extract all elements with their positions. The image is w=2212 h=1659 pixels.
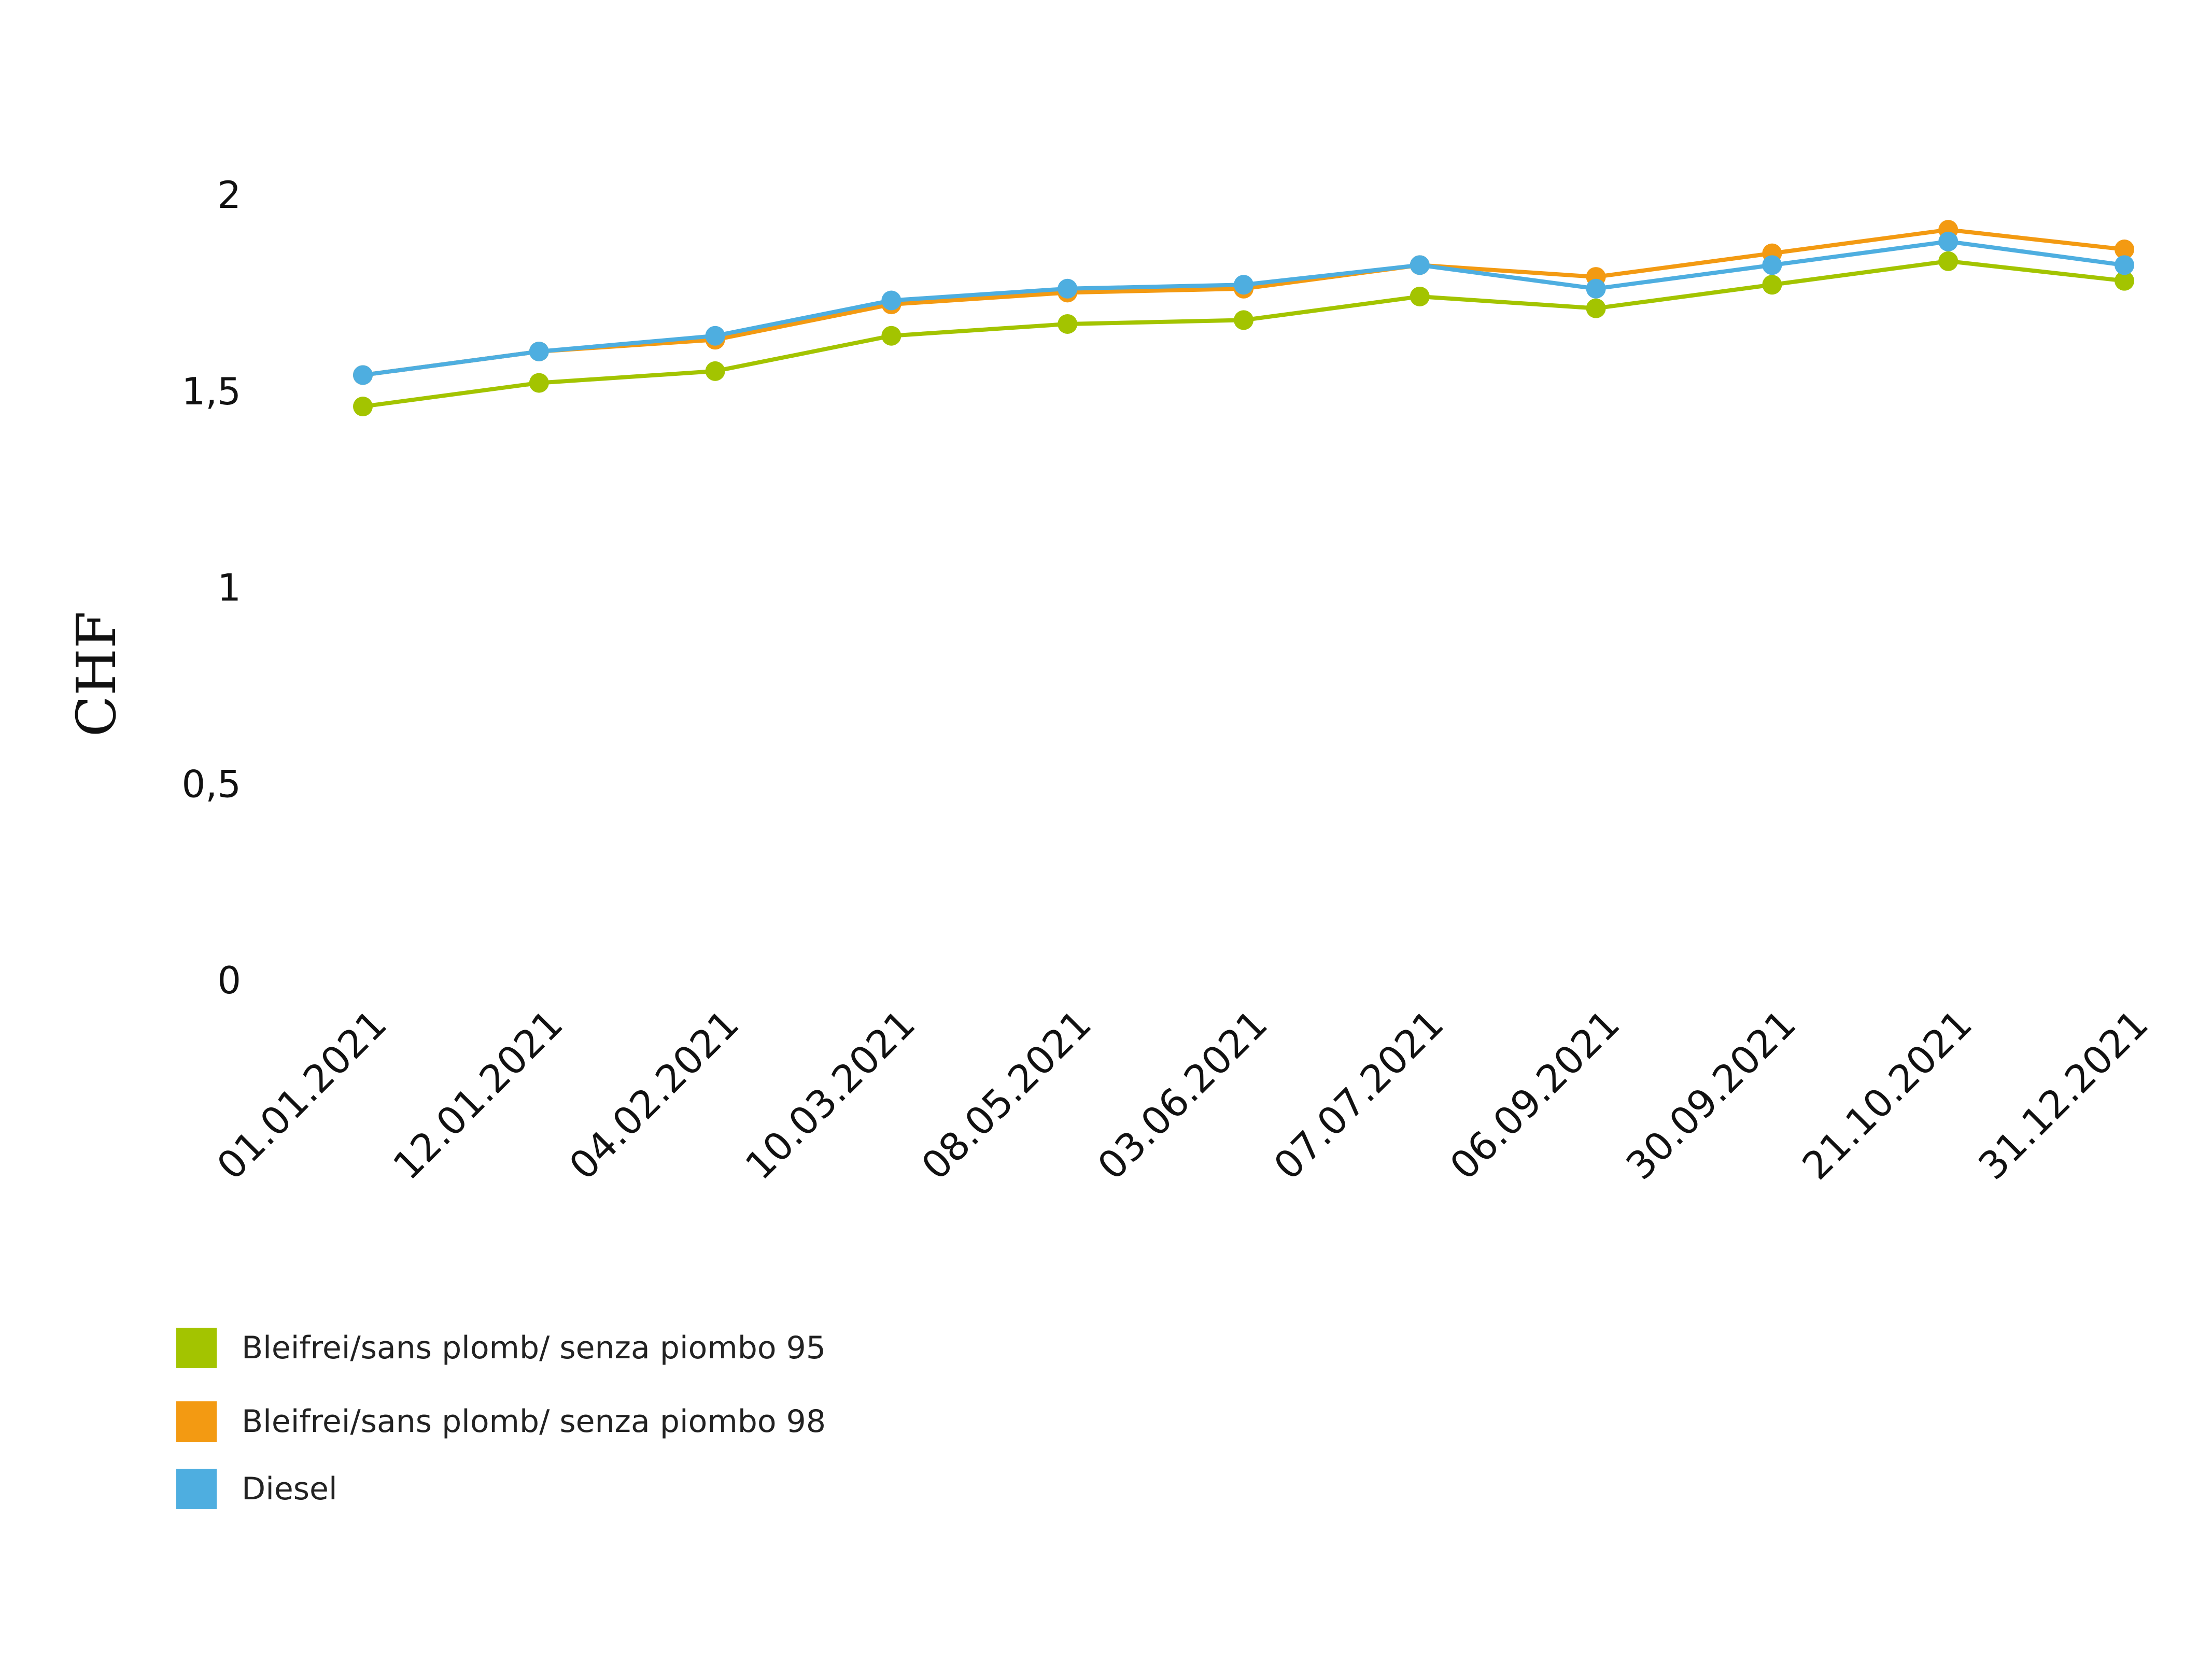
legend-swatch (176, 1469, 217, 1509)
x-tick-label: 21.10.2021 (1794, 1002, 1981, 1188)
data-point (1234, 275, 1253, 295)
series-1 (353, 251, 2134, 417)
data-point (2115, 240, 2134, 260)
data-point (1762, 275, 1782, 295)
series-group (353, 220, 2134, 417)
x-tick-label: 08.05.2021 (913, 1002, 1100, 1188)
data-point (1938, 251, 1959, 271)
x-tick-label: 07.07.2021 (1265, 1002, 1452, 1188)
x-tick-label: 03.06.2021 (1089, 1002, 1276, 1188)
legend-item: Bleifrei/sans plomb/ senza piombo 95 (176, 1319, 826, 1376)
x-tick-label: 12.01.2021 (385, 1002, 571, 1188)
data-point (1938, 231, 1959, 251)
legend-item: Diesel (176, 1460, 826, 1517)
legend-swatch (176, 1401, 217, 1442)
x-axis-ticks: 01.01.202112.01.202104.02.202110.03.2021… (208, 1002, 2157, 1188)
data-point (705, 361, 725, 381)
data-point (1234, 310, 1253, 330)
x-tick-label: 10.03.2021 (737, 1002, 924, 1188)
legend-label: Diesel (242, 1471, 337, 1507)
data-point (2115, 255, 2134, 275)
x-tick-label: 01.01.2021 (208, 1002, 395, 1188)
series-line (362, 239, 2125, 377)
data-point (529, 373, 549, 393)
y-axis-ticks: 0 0,5 1 1,5 2 (181, 173, 241, 1002)
series-3 (353, 231, 2134, 385)
data-point (1410, 255, 1430, 275)
data-point (881, 326, 901, 346)
y-tick-label: 0 (217, 959, 241, 1002)
data-point (1762, 255, 1782, 275)
data-point (529, 342, 549, 361)
data-point (705, 326, 725, 346)
y-tick-label: 2 (217, 173, 241, 217)
data-point (1058, 278, 1078, 299)
x-tick-label: 31.12.2021 (1970, 1002, 2157, 1188)
legend: Bleifrei/sans plomb/ senza piombo 95 Blei… (176, 1319, 826, 1534)
data-point (2115, 271, 2134, 291)
data-point (1586, 298, 1606, 318)
legend-swatch (176, 1328, 217, 1368)
data-point (1586, 278, 1606, 299)
x-tick-label: 06.09.2021 (1442, 1002, 1628, 1188)
data-point (881, 290, 901, 311)
legend-item: Bleifrei/sans plomb/ senza piombo 98 (176, 1393, 826, 1450)
y-axis-title: CHF (65, 611, 128, 737)
x-tick-label: 04.02.2021 (561, 1002, 748, 1188)
data-point (1410, 286, 1430, 306)
data-point (353, 397, 373, 417)
series-2 (353, 220, 2134, 385)
y-tick-label: 0,5 (181, 762, 241, 806)
x-tick-label: 30.09.2021 (1618, 1002, 1805, 1188)
legend-label: Bleifrei/sans plomb/ senza piombo 95 (242, 1330, 826, 1366)
y-tick-label: 1,5 (181, 370, 241, 413)
data-point (1058, 314, 1078, 334)
data-point (353, 365, 373, 385)
y-tick-label: 1 (217, 566, 241, 610)
legend-label: Bleifrei/sans plomb/ senza piombo 98 (242, 1403, 826, 1440)
